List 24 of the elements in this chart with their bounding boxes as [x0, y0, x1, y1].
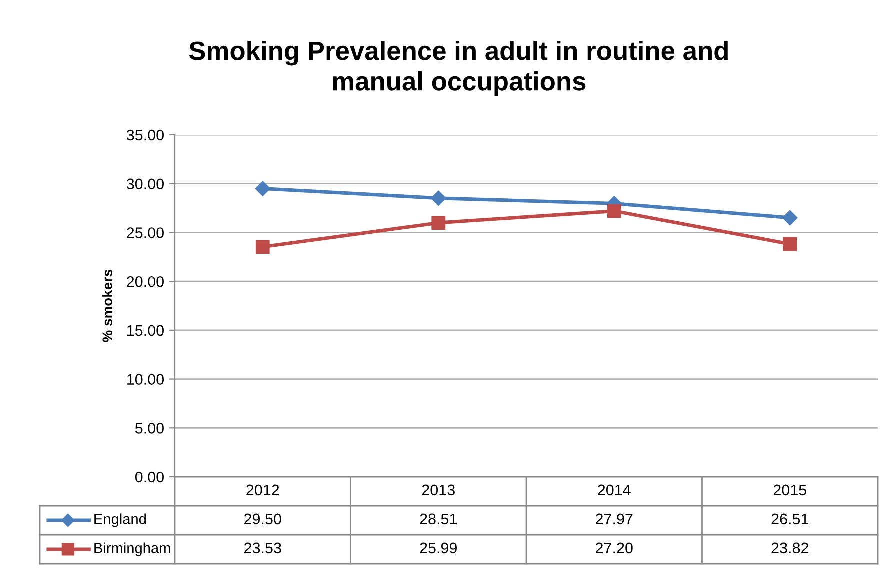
- data-label: 27.97: [596, 514, 633, 525]
- data-label: 27.20: [596, 542, 633, 554]
- text: 30.00: [126, 178, 164, 190]
- text: 5.00: [135, 423, 164, 434]
- data-label: 23.53: [244, 542, 282, 554]
- text: 0.00: [135, 472, 164, 483]
- y-axis-title: % smokers: [102, 270, 112, 342]
- x-tick-label: 2013: [422, 484, 455, 496]
- text: 35.00: [126, 130, 164, 141]
- text: 10.00: [128, 374, 164, 385]
- x-tick-label: 2014: [598, 484, 631, 496]
- data-label: 26.51: [772, 514, 808, 525]
- text: 25.00: [127, 228, 164, 238]
- data-label: 23.82: [772, 542, 808, 554]
- chart-title: Smoking Prevalence in adult in routine and manual occupations: [189, 40, 728, 96]
- legend-label: England: [94, 514, 146, 528]
- legend-label: Birmingham: [94, 542, 170, 556]
- data-label: 28.51: [420, 514, 457, 525]
- x-tick-label: 2015: [774, 484, 806, 496]
- x-tick-label: 2012: [246, 484, 280, 496]
- data-label: 25.99: [420, 542, 458, 554]
- text: 15.00: [128, 325, 164, 336]
- text: 20.00: [127, 276, 164, 288]
- data-label: 29.50: [244, 514, 282, 525]
